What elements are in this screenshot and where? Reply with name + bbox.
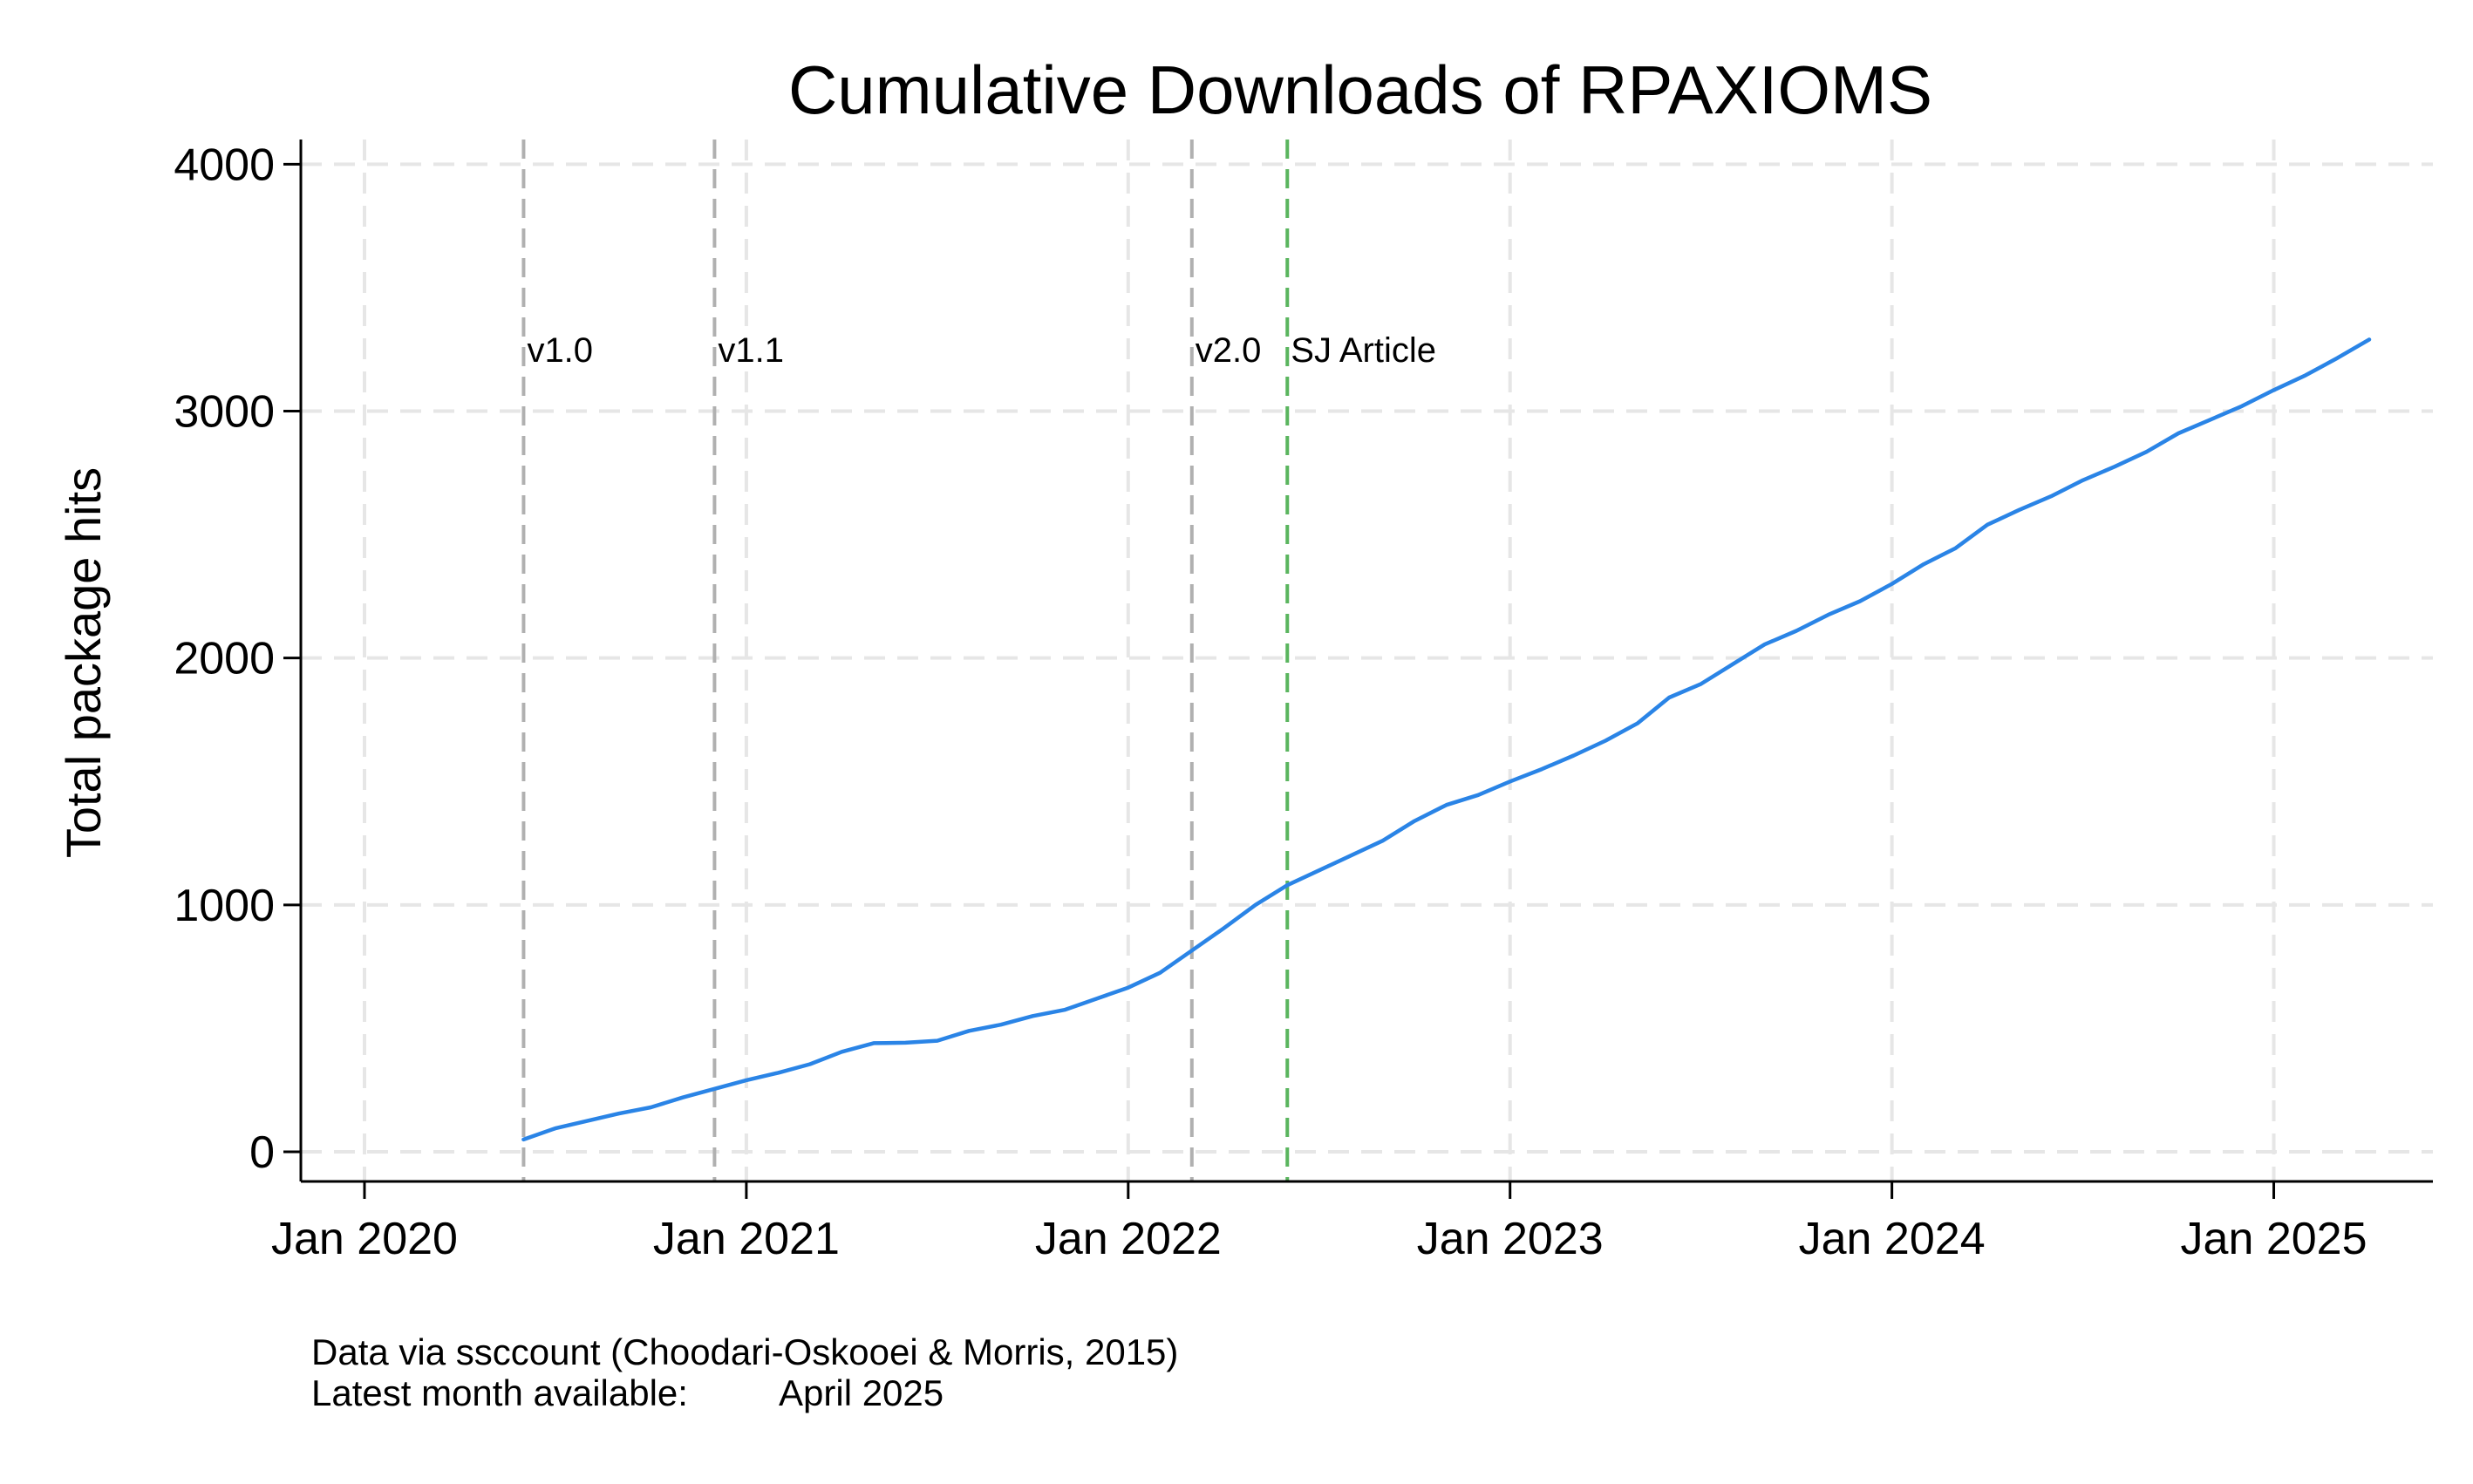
event-label: SJ Article [1291, 331, 1436, 370]
x-axis-ticks: Jan 2020 Jan 2021 Jan 2022 Jan 2023 Jan 2024… [271, 1181, 2367, 1264]
latest-month-label: Latest month available: [311, 1372, 688, 1413]
axes [299, 140, 2433, 1183]
y-tick-label: 4000 [174, 140, 275, 190]
x-tick-label: Jan 2025 [2181, 1214, 2367, 1264]
y-axis-label: Total package hits [56, 467, 111, 858]
event-label: v2.0 [1196, 331, 1262, 370]
horizontal-gridlines [301, 162, 2433, 1154]
x-tick-label: Jan 2021 [653, 1214, 840, 1264]
x-tick-label: Jan 2020 [271, 1214, 458, 1264]
series-line [521, 337, 2372, 1142]
y-tick-label: 1000 [174, 881, 275, 931]
y-axis-ticks: 0 1000 2000 3000 4000 [174, 140, 301, 1178]
series-layer [521, 337, 2372, 1142]
x-tick-label: Jan 2024 [1799, 1214, 1986, 1264]
event-label: v1.0 [527, 331, 593, 370]
event-label: v1.1 [718, 331, 784, 370]
x-tick-label: Jan 2022 [1035, 1214, 1222, 1264]
y-tick-label: 0 [249, 1127, 275, 1178]
source-note: Data via ssccount (Choodari-Oskooei & Mo… [311, 1331, 1178, 1372]
vertical-gridlines [362, 140, 2276, 1181]
event-lines: v1.0 v1.1 v2.0 SJ Article [521, 140, 1436, 1181]
y-tick-label: 3000 [174, 386, 275, 437]
y-tick-label: 2000 [174, 634, 275, 684]
x-tick-label: Jan 2023 [1417, 1214, 1604, 1264]
latest-month-value: April 2025 [779, 1372, 944, 1413]
chart-title: Cumulative Downloads of RPAXIOMS [788, 51, 1932, 128]
